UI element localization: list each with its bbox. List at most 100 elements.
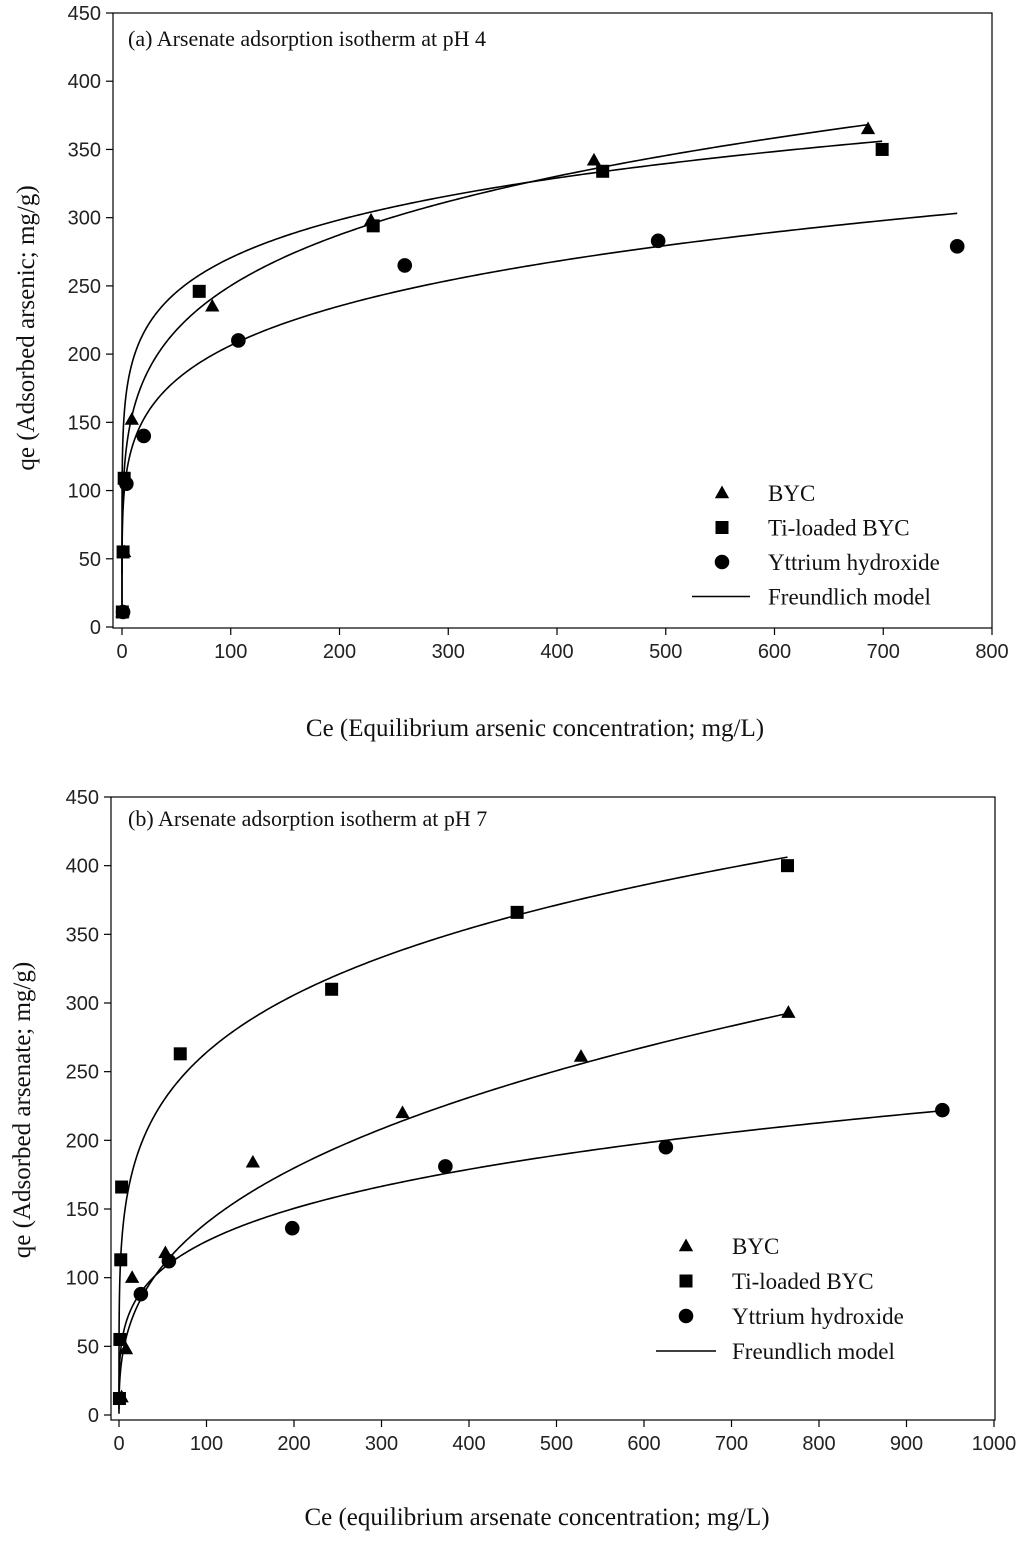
x-tick-label-b: 1000 [972,1433,1017,1455]
legend-label-a: Ti-loaded BYC [768,516,910,541]
data-point-square-b [325,982,339,996]
data-point-triangle-b [395,1105,410,1119]
data-point-circle-b [658,1139,674,1155]
data-point-circle-a [949,239,965,254]
legend-label-a: Freundlich model [768,585,931,610]
data-point-square-b [173,1047,187,1061]
chart-panel-a: (a) Arsenate adsorption isotherm at pH 4… [13,3,1009,742]
x-tick-label-a: 100 [214,641,247,663]
data-point-square-a [192,284,206,298]
y-tick-label-a: 150 [68,412,101,434]
legend-label-b: Yttrium hydroxide [732,1304,904,1329]
y-tick-label-a: 250 [68,276,101,298]
x-tick-label-b: 0 [113,1433,124,1455]
data-point-square-a [596,164,610,178]
x-tick-label-a: 200 [323,641,356,663]
data-point-circle-a [136,428,152,444]
fit-curves-a [121,123,958,607]
data-point-triangle-b [781,1005,796,1018]
data-point-triangle-b [573,1049,589,1062]
chart-title-b: (b) Arsenate adsorption isotherm at pH 7 [128,806,487,831]
fit-curve-square-a [121,140,883,575]
x-tick-label-b: 800 [802,1433,835,1455]
legend-label-b: BYC [732,1234,779,1259]
data-point-triangle-b [118,1341,134,1355]
chart-title-a: (a) Arsenate adsorption isotherm at pH 4 [128,26,486,51]
data-point-square-a [366,219,380,233]
y-tick-label-b: 350 [66,924,99,946]
data-point-circle-a [115,604,131,620]
y-tick-label-b: 450 [66,787,99,809]
plot-frame-b [110,796,996,1421]
x-tick-label-a: 600 [758,641,791,663]
y-tick-label-a: 300 [68,208,101,230]
legend-label-a: Yttrium hydroxide [768,550,940,575]
x-tick-label-a: 500 [649,641,682,663]
x-tick-label-a: 700 [867,641,900,663]
y-tick-label-b: 150 [66,1199,99,1221]
fit-curves-b [118,856,943,1414]
plot-frame-a [112,12,993,629]
y-axis-label-a: qe (Adsorbed arsenic; mg/g) [13,185,40,470]
fit-curve-square-b [118,856,788,1396]
y-tick-label-a: 100 [68,481,101,503]
fit-curve-circle-a [121,212,958,607]
x-tick-label-b: 200 [277,1433,310,1455]
y-tick-label-a: 50 [79,549,101,571]
data-point-square-a [116,545,130,559]
x-tick-label-a: 800 [975,641,1008,663]
x-tick-label-a: 300 [432,641,465,663]
y-tick-label-a: 0 [90,617,101,639]
x-axis-label-b: Ce (equilibrium arsenate concentration; … [304,1504,769,1531]
data-point-triangle-b [245,1154,261,1168]
data-point-square-b [114,1253,128,1267]
x-tick-label-b: 500 [540,1433,573,1455]
data-point-triangle-a [586,152,602,166]
data-point-triangle-a [860,121,876,135]
data-points-b [112,859,950,1406]
data-point-square-b [112,1392,126,1406]
y-tick-label-b: 200 [66,1130,99,1152]
y-tick-label-b: 250 [66,1062,99,1084]
y-tick-label-b: 50 [77,1336,99,1358]
data-point-triangle-b [124,1270,140,1283]
legend-label-b: Freundlich model [732,1339,895,1364]
data-point-square-b [113,1332,127,1346]
y-tick-label-b: 100 [66,1268,99,1290]
data-point-square-b [781,859,794,873]
data-point-square-a [875,142,889,156]
data-point-triangle-a [124,412,139,425]
data-point-circle-a [231,333,246,348]
y-tick-label-a: 200 [68,344,101,366]
y-tick-label-b: 300 [66,993,99,1015]
data-points-a [115,121,965,620]
x-tick-label-a: 400 [540,641,573,663]
legend-circle-swatch-a [714,554,730,570]
fit-curve-circle-b [118,1109,943,1410]
ticks-b: 0 100 200 300 400 500 600 700 800 900 1000 0 50 100 15… [66,787,1017,1455]
x-axis-label-a: Ce (Equilibrium arsenic concentration; m… [306,715,764,742]
data-point-circle-b [935,1102,950,1118]
y-axis-label-b: qe (Adsorbed arsenate; mg/g) [9,962,36,1258]
fit-curve-triangle-a [121,123,869,606]
legend-triangle-swatch-b [678,1238,694,1252]
x-tick-label-b: 300 [365,1433,398,1455]
legend-square-swatch-b [679,1274,693,1288]
legend-label-b: Ti-loaded BYC [732,1269,874,1294]
data-point-circle-b [284,1220,300,1236]
data-point-circle-b [133,1286,149,1302]
legend-triangle-swatch-a [714,485,730,499]
legend-circle-swatch-b [678,1308,694,1324]
fit-curve-triangle-b [118,1012,789,1414]
legend-b: BYC Ti-loaded BYC Yttrium hydroxide Freundl… [656,1234,904,1364]
data-point-square-b [115,1180,129,1194]
legend-square-swatch-a [715,521,729,534]
data-point-circle-a [650,233,666,249]
data-point-circle-a [119,476,134,492]
x-tick-label-b: 400 [452,1433,485,1455]
chart-panel-b: (b) Arsenate adsorption isotherm at pH 7… [9,787,1016,1531]
data-point-circle-b [161,1253,177,1269]
x-tick-label-b: 100 [190,1433,223,1455]
x-tick-label-b: 600 [627,1433,660,1455]
